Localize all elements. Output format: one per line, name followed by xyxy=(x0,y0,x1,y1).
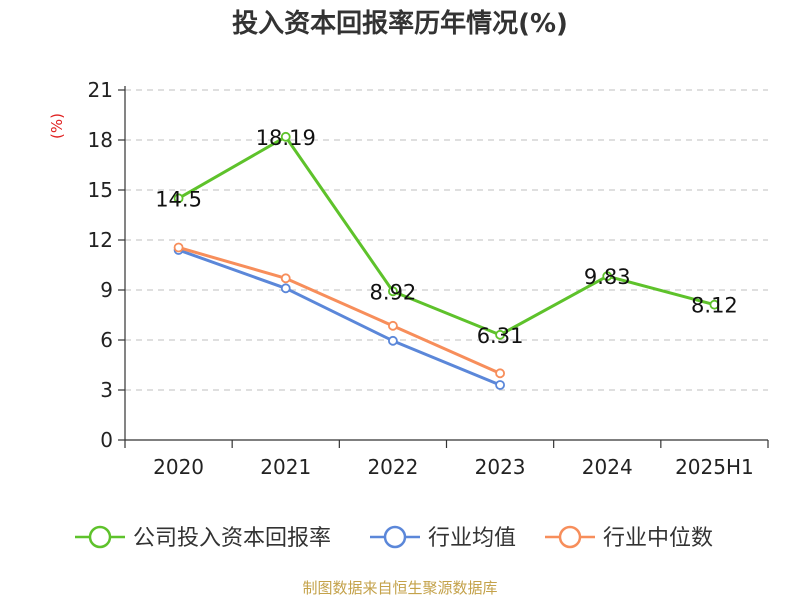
data-point xyxy=(173,193,184,204)
series-line-2 xyxy=(178,246,501,375)
x-tick-label: 2021 xyxy=(260,455,311,479)
x-tick-label: 2020 xyxy=(153,455,204,479)
x-tick-label: 2023 xyxy=(475,455,526,479)
legend-label: 行业均值 xyxy=(428,526,516,551)
grid-lines xyxy=(125,89,768,391)
data-label: 18.19 xyxy=(256,126,316,150)
legend-label: 公司投入资本回报率 xyxy=(133,526,331,551)
data-label: 14.5 xyxy=(155,187,202,211)
y-tick-label: 0 xyxy=(100,428,113,452)
data-point xyxy=(495,329,505,340)
legend-swatch-marker xyxy=(558,525,582,549)
source-note: 制图数据来自恒生聚源数据库 xyxy=(302,579,498,597)
legend-item-1[interactable]: 行业均值 xyxy=(370,525,516,551)
data-label: 9.83 xyxy=(584,265,631,289)
y-tick-label: 21 xyxy=(88,78,113,102)
data-point xyxy=(495,368,505,379)
y-tick-label: 15 xyxy=(88,178,113,202)
y-tick-label: 6 xyxy=(100,328,113,352)
legend: 公司投入资本回报率 行业均值 行业中位数 xyxy=(75,525,713,551)
series-line-1 xyxy=(178,248,501,387)
legend-swatch-marker xyxy=(88,525,112,549)
data-point xyxy=(602,271,613,282)
y-tick-label: 9 xyxy=(100,278,113,302)
legend-item-0[interactable]: 公司投入资本回报率 xyxy=(75,525,331,551)
data-point xyxy=(495,380,505,390)
series-lines xyxy=(173,131,720,390)
x-tick-label: 2024 xyxy=(582,455,633,479)
data-label: 6.31 xyxy=(477,324,524,348)
y-tick-label: 3 xyxy=(100,378,113,402)
data-label: 8.92 xyxy=(370,280,417,304)
legend-item-2[interactable]: 行业中位数 xyxy=(545,525,713,551)
legend-swatch-marker xyxy=(383,525,407,549)
x-tick-label: 2025H1 xyxy=(675,455,754,479)
y-tick-label: 12 xyxy=(88,228,113,252)
y-axis-unit-label: (%) xyxy=(48,113,66,139)
chart-title: 投入资本回报率历年情况(%) xyxy=(232,9,568,39)
data-point xyxy=(388,335,398,346)
data-point xyxy=(280,131,291,142)
axes: 0 3 6 9 12 15 18 21 2020 2021 2022 2023 2024 2025H1 (%… xyxy=(48,78,769,479)
data-labels: 14.5 18.19 8.92 6.31 9.83 8.12 xyxy=(155,126,738,348)
data-label: 8.12 xyxy=(691,294,738,318)
data-point xyxy=(280,283,291,294)
data-point xyxy=(388,286,398,297)
y-tick-label: 18 xyxy=(88,128,113,152)
data-point xyxy=(280,273,291,284)
data-point xyxy=(709,299,720,310)
x-tick-label: 2022 xyxy=(367,455,418,479)
data-point xyxy=(388,320,398,331)
data-point xyxy=(173,242,184,253)
series-line-0 xyxy=(177,135,715,337)
legend-label: 行业中位数 xyxy=(603,526,713,551)
